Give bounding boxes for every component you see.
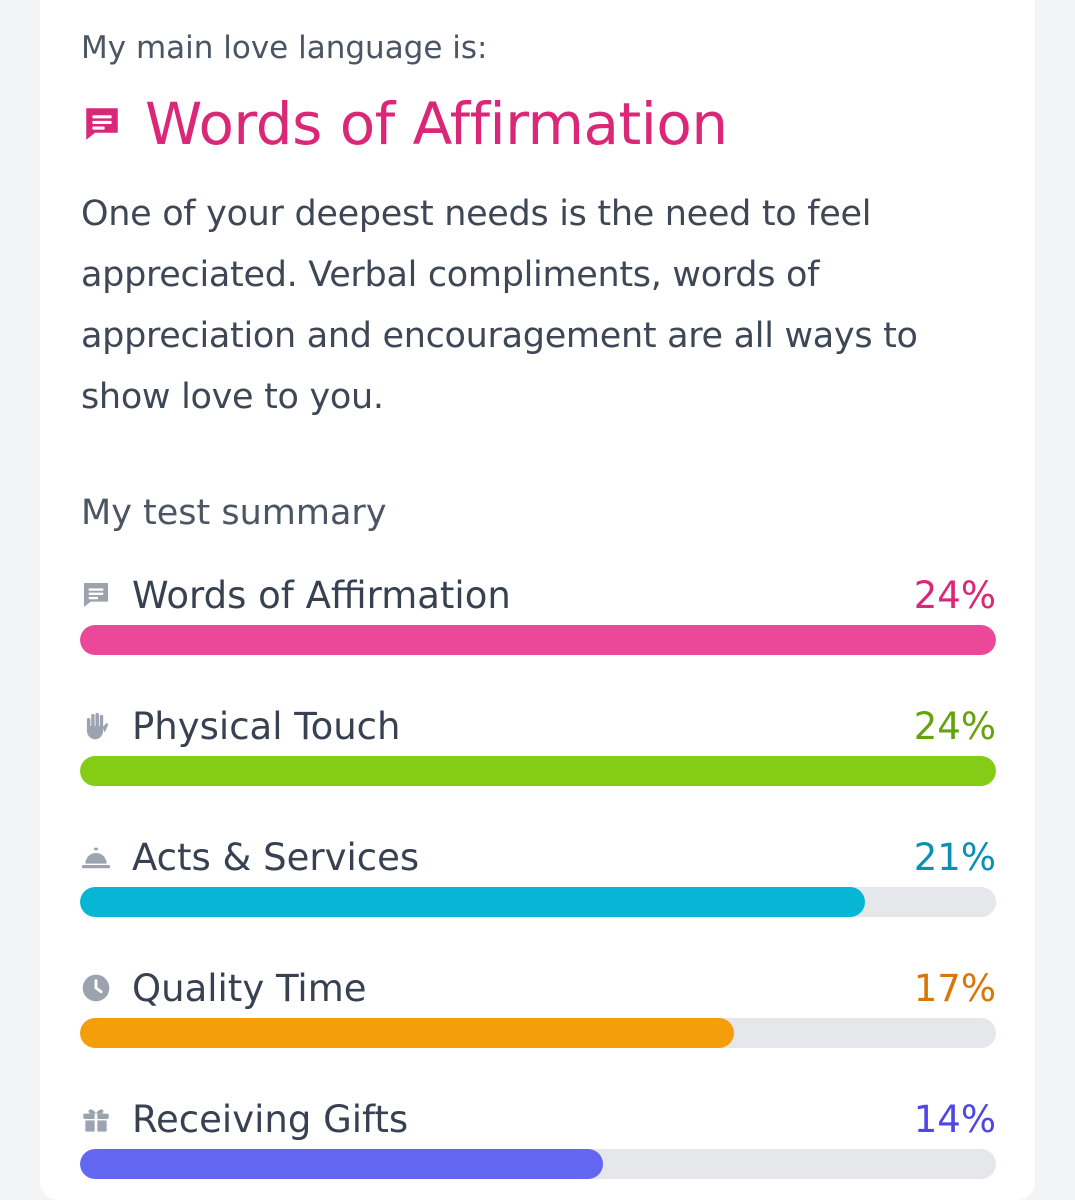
progress-track <box>80 1018 996 1048</box>
result-card <box>40 0 1035 1200</box>
summary-row-receiving-gifts: Receiving Gifts 14% <box>80 1097 996 1187</box>
service-bell-icon <box>80 841 112 873</box>
chat-bubble-icon <box>80 579 112 611</box>
summary-percent: 24% <box>913 574 996 617</box>
summary-label: Acts & Services <box>132 836 420 879</box>
summary-percent: 14% <box>913 1098 996 1141</box>
intro-text: My main love language is: <box>81 30 488 66</box>
summary-row-physical-touch: Physical Touch 24% <box>80 704 996 794</box>
summary-label: Receiving Gifts <box>132 1098 409 1141</box>
summary-title: My test summary <box>81 493 387 533</box>
progress-fill <box>80 756 996 786</box>
summary-label: Physical Touch <box>132 705 401 748</box>
love-language-description: One of your deepest needs is the need to… <box>81 194 918 417</box>
progress-track <box>80 887 996 917</box>
summary-label: Quality Time <box>132 967 367 1010</box>
progress-track <box>80 1149 996 1179</box>
progress-fill <box>80 625 996 655</box>
progress-track <box>80 625 996 655</box>
clock-icon <box>80 972 112 1004</box>
main-love-language-title: Words of Affirmation <box>145 90 728 158</box>
summary-percent: 21% <box>913 836 996 879</box>
gift-icon <box>80 1103 112 1135</box>
summary-percent: 17% <box>913 967 996 1010</box>
summary-percent: 24% <box>913 705 996 748</box>
chat-bubble-icon <box>81 103 123 145</box>
progress-fill <box>80 887 865 917</box>
summary-row-acts-services: Acts & Services 21% <box>80 835 996 925</box>
main-love-language: Words of Affirmation <box>81 88 728 160</box>
summary-label: Words of Affirmation <box>132 574 511 617</box>
progress-fill <box>80 1149 604 1179</box>
hand-icon <box>80 710 112 742</box>
summary-row-words-of-affirmation: Words of Affirmation 24% <box>80 573 996 663</box>
progress-track <box>80 756 996 786</box>
summary-row-quality-time: Quality Time 17% <box>80 966 996 1056</box>
progress-fill <box>80 1018 735 1048</box>
